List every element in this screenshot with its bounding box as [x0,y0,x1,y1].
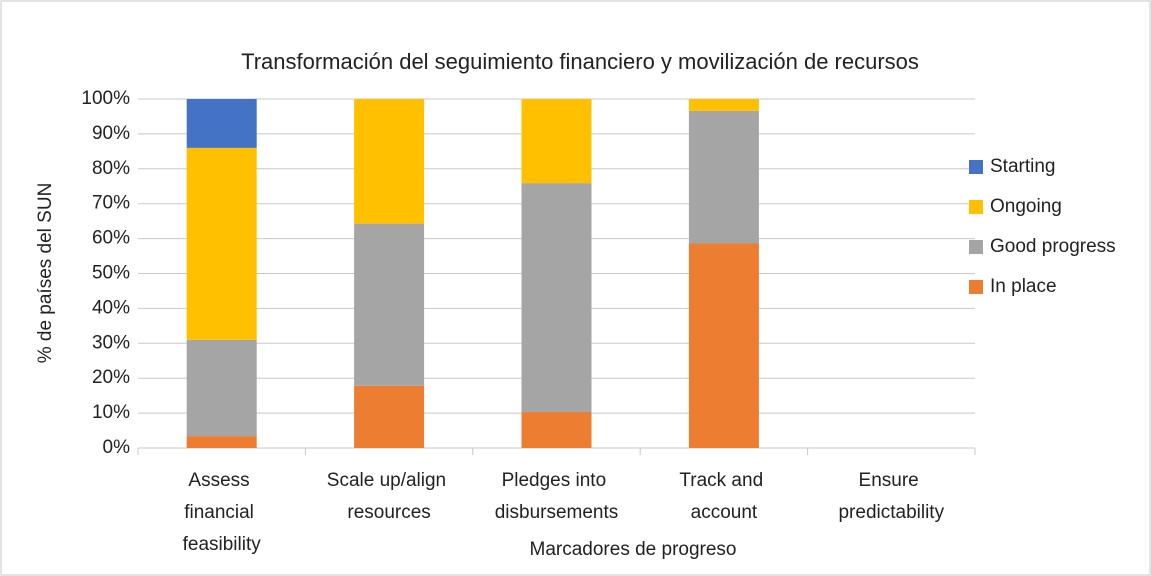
chart-title: Transformación del seguimiento financier… [241,49,919,74]
bar-segment [688,99,759,111]
x-tick-label: Pledges into disbursements [495,470,619,523]
y-tick-label: 50% [92,263,130,284]
y-tick-label: 10% [92,402,130,423]
y-tick-label: 100% [81,88,130,109]
bar-segment [354,385,425,448]
legend-label: Starting [990,156,1055,177]
bar-segment [186,99,257,148]
x-tick-label: Track and account [679,470,768,523]
x-tick-label: Scale up/align resources [327,470,452,523]
y-tick-label: 0% [103,437,131,458]
legend-swatch [969,280,983,294]
x-tick-label: Ensure predictability [838,470,944,523]
bar-segment [521,183,592,413]
legend-label: In place [990,276,1057,297]
legend-swatch [969,240,983,254]
x-axis-title: Marcadores de progreso [530,539,737,560]
legend-swatch [969,160,983,174]
legend-swatch [969,200,983,214]
y-tick-label: 80% [92,158,130,179]
y-tick-label: 40% [92,297,130,318]
bar-segment [521,99,592,184]
y-axis-title: % de países del SUN [35,183,56,364]
y-tick-label: 60% [92,228,130,249]
y-tick-label: 90% [92,123,130,144]
bar-segment [688,110,759,244]
x-tick-label: Assess financial feasibility [183,470,262,555]
legend-label: Ongoing [990,196,1062,217]
legend-label: Good progress [990,236,1116,257]
y-tick-label: 20% [92,367,130,388]
bar-segment [354,99,425,224]
bar-segment [688,243,759,448]
bar-segment [186,436,257,448]
bar-segment [354,223,425,386]
y-tick-label: 30% [92,332,130,353]
bar-segment [521,412,592,448]
bar-segment [186,147,257,340]
bar-segment [186,339,257,437]
y-tick-label: 70% [92,193,130,214]
